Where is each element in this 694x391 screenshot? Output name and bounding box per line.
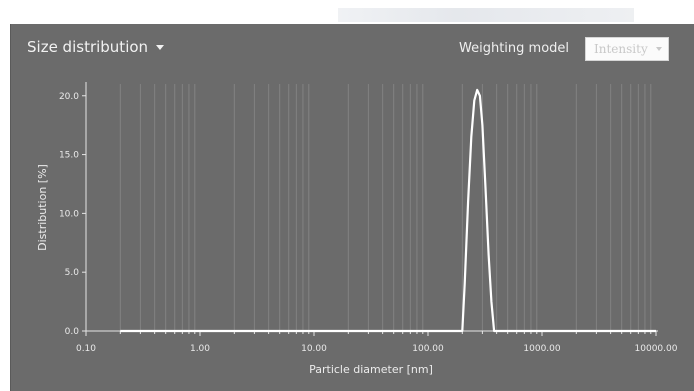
top-blurred-bar: [338, 8, 634, 22]
distribution-chart: 0.0 5.0 10.0 15.0 20.0 0.10 1.00 10.00 100.00 100…: [36, 82, 678, 376]
weighting-model-value: Intensity: [594, 42, 648, 56]
y-axis-title: Distribution [%]: [36, 164, 49, 251]
y-tick-label: 0.0: [65, 327, 80, 337]
x-tick-label: 1.00: [190, 344, 210, 354]
weighting-model-dropdown[interactable]: Intensity: [585, 37, 669, 61]
panel-header: Size distribution Weighting model Intens…: [11, 24, 694, 74]
distribution-mode-label: Size distribution: [27, 38, 149, 56]
x-tick-label: 100.00: [412, 344, 444, 354]
chevron-down-icon: [656, 47, 662, 51]
x-tick-label: 1000.00: [523, 344, 560, 354]
x-axis-title: Particle diameter [nm]: [309, 363, 433, 376]
y-tick-label: 10.0: [59, 209, 79, 219]
y-tick-label: 20.0: [59, 92, 79, 102]
x-tick-label: 0.10: [76, 344, 96, 354]
caret-down-icon: [156, 44, 165, 50]
x-tick-label: 10.00: [301, 344, 327, 354]
x-tick-label: 10000.00: [635, 344, 678, 354]
y-tick-label: 5.0: [65, 268, 80, 278]
y-tick-label: 15.0: [59, 151, 79, 161]
distribution-series-line: [120, 88, 656, 333]
top-strip: [0, 0, 694, 24]
distribution-mode-dropdown[interactable]: Size distribution: [27, 38, 165, 56]
size-distribution-panel: Size distribution Weighting model Intens…: [10, 24, 694, 391]
weighting-model-label: Weighting model: [459, 41, 570, 56]
